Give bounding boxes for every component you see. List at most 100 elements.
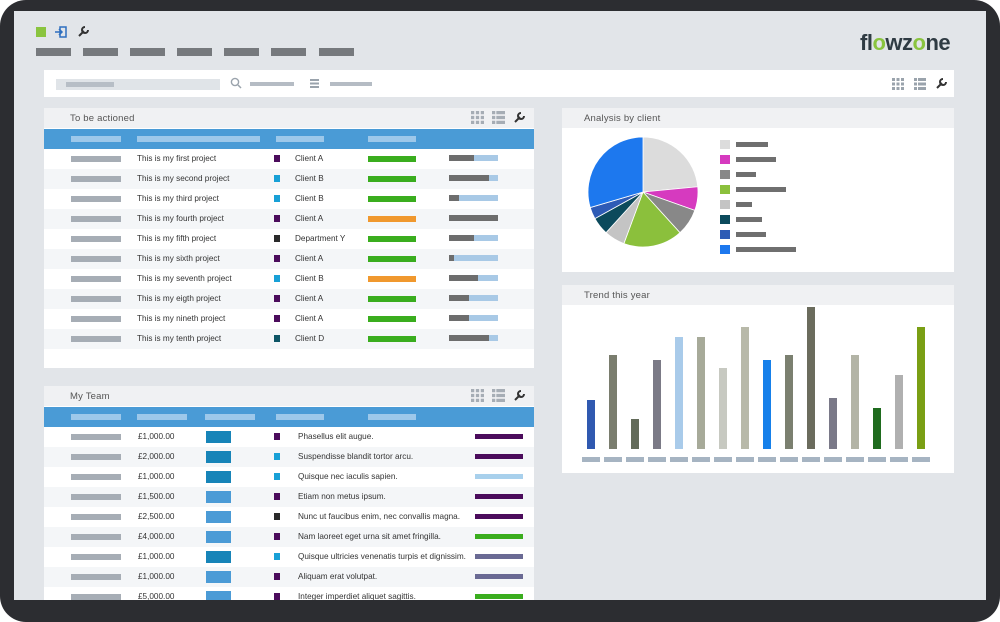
trend-bar: [851, 355, 859, 449]
amount: £1,000.00: [138, 572, 175, 581]
client-name: Client D: [295, 334, 325, 343]
wrench-icon[interactable]: [77, 25, 90, 38]
trend-x-label: [780, 457, 798, 462]
menu-item-5[interactable]: [224, 48, 259, 56]
category-block: [206, 551, 231, 563]
green-square-icon[interactable]: [36, 27, 46, 37]
list-icon[interactable]: [310, 79, 319, 88]
pie-slice: [588, 137, 644, 209]
panel-title: To be actioned: [70, 113, 135, 124]
task-description: Suspendisse blandit tortor arcu.: [298, 452, 414, 461]
legend-label: [736, 157, 776, 162]
table-row[interactable]: £2,500.00 Nunc ut faucibus enim, nec conv…: [44, 507, 534, 527]
filter-option-1[interactable]: [250, 82, 294, 86]
grid-icon[interactable]: [892, 78, 904, 90]
trend-bar: [873, 408, 881, 449]
menu-item-6[interactable]: [271, 48, 306, 56]
table-row[interactable]: This is my second project Client B: [44, 169, 534, 189]
grid-icon[interactable]: [471, 111, 484, 124]
trend-x-label: [582, 457, 600, 462]
menu-item-1[interactable]: [36, 48, 71, 56]
menu-item-3[interactable]: [130, 48, 165, 56]
client-color-swatch: [274, 453, 280, 460]
task-description: Integer imperdiet aliquet sagittis.: [298, 592, 416, 600]
table-row[interactable]: This is my first project Client A: [44, 149, 534, 169]
progress-bar: [449, 295, 498, 301]
table-row[interactable]: £1,500.00 Etiam non metus ipsum.: [44, 487, 534, 507]
wrench-icon[interactable]: [513, 111, 526, 124]
category-block: [206, 471, 231, 483]
menu-item-4[interactable]: [177, 48, 212, 56]
table-header: [44, 129, 534, 149]
table-row[interactable]: £1,000.00 Phasellus elit augue.: [44, 427, 534, 447]
progress-bar: [449, 255, 498, 261]
row-id-placeholder: [71, 574, 121, 580]
row-id-placeholder: [71, 336, 121, 342]
my-team-panel: My Team £1,000.00 Phasellus elit augue. £2…: [44, 386, 534, 600]
search-input[interactable]: [56, 79, 220, 90]
task-description: Aliquam erat volutpat.: [298, 572, 378, 581]
table-icon[interactable]: [492, 111, 505, 124]
progress-bar: [449, 215, 498, 221]
trend-bar: [785, 355, 793, 449]
trend-x-label: [648, 457, 666, 462]
table-row[interactable]: £1,000.00 Aliquam erat volutpat.: [44, 567, 534, 587]
pie-slice: [642, 137, 698, 193]
table-icon[interactable]: [492, 389, 505, 402]
trend-bar: [807, 307, 815, 449]
status-bar: [475, 594, 523, 599]
row-id-placeholder: [71, 474, 121, 480]
status-bar: [368, 316, 416, 322]
task-description: Etiam non metus ipsum.: [298, 492, 386, 501]
client-color-swatch: [274, 553, 280, 560]
client-name: Client A: [295, 214, 324, 223]
login-icon[interactable]: [54, 25, 68, 39]
table-row[interactable]: £5,000.00 Integer imperdiet aliquet sagit…: [44, 587, 534, 600]
table-row[interactable]: This is my seventh project Client B: [44, 269, 534, 289]
table-row[interactable]: This is my eigth project Client A: [44, 289, 534, 309]
trend-bar: [829, 398, 837, 449]
search-icon[interactable]: [230, 77, 242, 89]
legend-label: [736, 232, 766, 237]
panel-header: Trend this year: [562, 285, 954, 305]
wrench-icon[interactable]: [513, 389, 526, 402]
wrench-icon[interactable]: [935, 77, 948, 90]
client-color-swatch: [274, 513, 280, 520]
amount: £1,500.00: [138, 492, 175, 501]
row-id-placeholder: [71, 594, 121, 600]
project-name: This is my seventh project: [137, 274, 232, 283]
trend-bar-chart: [582, 307, 942, 449]
analysis-panel: Analysis by client: [562, 108, 954, 272]
category-block: [206, 431, 231, 443]
category-block: [206, 571, 231, 583]
table-row[interactable]: This is my sixth project Client A: [44, 249, 534, 269]
table-row[interactable]: This is my nineth project Client A: [44, 309, 534, 329]
trend-x-label: [736, 457, 754, 462]
legend-label: [736, 202, 752, 207]
grid-icon[interactable]: [471, 389, 484, 402]
table-row[interactable]: £1,000.00 Quisque nec iaculis sapien.: [44, 467, 534, 487]
table-row[interactable]: £2,000.00 Suspendisse blandit tortor arcu…: [44, 447, 534, 467]
legend-swatch: [720, 140, 730, 149]
filter-option-2[interactable]: [330, 82, 372, 86]
legend-swatch: [720, 245, 730, 254]
menu-item-7[interactable]: [319, 48, 354, 56]
trend-bar: [631, 419, 639, 449]
table-row[interactable]: £1,000.00 Quisque ultricies venenatis tur…: [44, 547, 534, 567]
table-row[interactable]: This is my third project Client B: [44, 189, 534, 209]
panel-title: Trend this year: [584, 290, 651, 301]
flowzone-logo: flowzone: [860, 30, 951, 55]
menu-item-2[interactable]: [83, 48, 118, 56]
table-row[interactable]: £4,000.00 Nam laoreet eget urna sit amet …: [44, 527, 534, 547]
client-color-swatch: [274, 533, 280, 540]
amount: £1,000.00: [138, 552, 175, 561]
table-row[interactable]: This is my tenth project Client D: [44, 329, 534, 349]
table-icon[interactable]: [914, 78, 926, 90]
table-row[interactable]: This is my fourth project Client A: [44, 209, 534, 229]
amount: £1,000.00: [138, 432, 175, 441]
panel-header: Analysis by client: [562, 108, 954, 128]
trend-x-label: [626, 457, 644, 462]
table-row[interactable]: This is my fifth project Department Y: [44, 229, 534, 249]
client-color-swatch: [274, 593, 280, 600]
status-bar: [368, 256, 416, 262]
